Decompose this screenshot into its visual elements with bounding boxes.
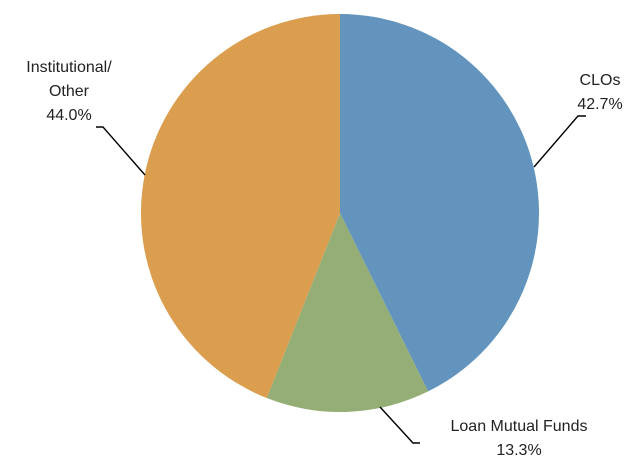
leader-lines xyxy=(96,115,586,444)
data-labels: CLOs 42.7% Loan Mutual Funds 13.3% Insti… xyxy=(26,59,622,459)
label-institutional-other-value: 44.0% xyxy=(46,107,91,124)
leader-line-clos xyxy=(533,115,586,168)
label-institutional-other-line2: Other xyxy=(49,83,90,100)
leader-line-institutional-other xyxy=(96,126,146,176)
label-clos-name: CLOs xyxy=(580,72,621,89)
slice-loan-mutual-funds[interactable] xyxy=(266,213,429,413)
pie-slices xyxy=(140,14,539,413)
label-institutional-other-line1: Institutional/ xyxy=(26,59,112,76)
slice-institutional-other[interactable] xyxy=(140,14,340,399)
slice-clos[interactable] xyxy=(340,14,539,392)
leader-line-loan-mutual-funds xyxy=(379,406,420,444)
label-clos-value: 42.7% xyxy=(577,96,622,113)
label-loan-mutual-funds-value: 13.3% xyxy=(496,442,541,459)
label-loan-mutual-funds-name: Loan Mutual Funds xyxy=(451,418,588,435)
